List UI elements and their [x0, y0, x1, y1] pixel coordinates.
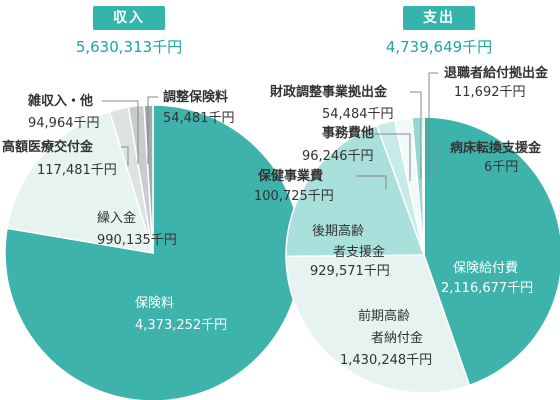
- income-slice: [143, 104, 154, 254]
- expense-slice-label: 財政調整事業拠出金: [269, 84, 388, 100]
- expense-slice-label: 保健事業費: [257, 168, 323, 184]
- income-slice-label: 繰入金: [97, 210, 136, 226]
- expense-leader-line: [356, 175, 387, 190]
- income-slice-value: 54,481千円: [163, 111, 235, 126]
- income-slice-label: 雑収入・他: [27, 93, 93, 109]
- expense-slice-label: 病床転換支援金: [450, 140, 542, 156]
- income-slice-value: 990,135千円: [97, 233, 177, 248]
- expense-slice-label: 者支援金: [333, 244, 385, 260]
- expense-slice-label: 事務費他: [322, 125, 374, 141]
- income-slice-value: 94,964千円: [28, 116, 100, 131]
- expense-slice-label: 者納付金: [371, 330, 423, 346]
- income-slice-label: 保険料: [135, 296, 174, 311]
- income-leader-line: [102, 100, 139, 164]
- expense-slice-label: 保険給付費: [453, 261, 518, 276]
- expense-total: 4,739,649千円: [385, 38, 493, 56]
- expense-slice-label: 前期高齢: [358, 308, 410, 324]
- income-slice-label: 高額医療交付金: [2, 139, 94, 155]
- income-leader-line: [121, 146, 129, 166]
- income-slice-label: 調整保険料: [163, 89, 228, 105]
- expense-slice-label: 退職者給付拠出金: [444, 65, 549, 81]
- expense-slice-value: 1,430,248千円: [340, 353, 432, 368]
- expense-slice-label: 後期高齢: [312, 223, 364, 239]
- income-slice-value: 4,373,252千円: [135, 318, 227, 333]
- expense-leader-line: [428, 72, 438, 178]
- expense-slice: [285, 254, 471, 394]
- expense-slice: [285, 124, 426, 258]
- expense-slice-value: 11,692千円: [454, 85, 526, 100]
- expense-leader-line: [410, 91, 422, 179]
- income-slice-value: 117,481千円: [37, 163, 117, 178]
- income-slice: [6, 110, 155, 254]
- income-total: 5,630,313千円: [75, 38, 183, 56]
- expense-title-badge: 支出: [403, 6, 475, 30]
- expense-leader-line: [436, 147, 444, 173]
- expense-slice: [423, 116, 560, 387]
- expense-slice-value: 2,116,677千円: [441, 281, 533, 296]
- expense-slice-value: 6千円: [484, 160, 518, 175]
- expense-slice-value: 100,725千円: [254, 189, 334, 204]
- income-title-badge: 収入: [93, 6, 165, 30]
- expense-slice-value: 54,484千円: [322, 107, 394, 122]
- expense-slice-value: 929,571千円: [310, 264, 390, 279]
- expense-slice-value: 96,246千円: [302, 149, 374, 164]
- expense-leader-line: [367, 133, 411, 181]
- income-leader-line: [147, 96, 158, 164]
